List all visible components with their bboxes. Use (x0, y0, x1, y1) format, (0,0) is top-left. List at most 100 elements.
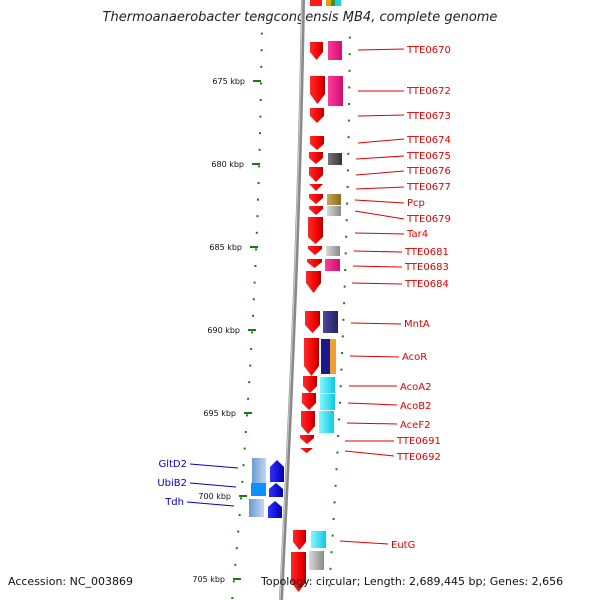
scale-dot (234, 563, 237, 566)
gene-label-eutg[interactable]: EutG (391, 540, 415, 551)
gene-arrow-tte0672[interactable] (310, 76, 325, 104)
scale-dot (257, 198, 259, 201)
track-dot (341, 335, 344, 338)
gene-arrow-tte0677[interactable] (309, 184, 323, 191)
gene-label-acob2[interactable]: AcoB2 (400, 401, 432, 412)
gene-arrow-tte0692[interactable] (300, 448, 313, 453)
gene-label-acoa2[interactable]: AcoA2 (400, 382, 431, 393)
gene-label-acor[interactable]: AcoR (402, 352, 427, 363)
gene-arrow-acef2[interactable] (301, 411, 315, 434)
gene-arrow-tdh[interactable] (268, 501, 282, 518)
scale-label-700: 700 kbp (198, 492, 231, 501)
cog-box-tte0675[interactable] (328, 153, 342, 165)
gene-label-ubib2[interactable]: UbiB2 (157, 478, 187, 489)
scale-dot (242, 464, 245, 467)
track-dot (337, 435, 340, 437)
track-dot (343, 302, 346, 305)
gene-arrow-tte0683[interactable] (307, 259, 322, 268)
gene-label-tte0681[interactable]: TTE0681 (404, 247, 449, 258)
scale-labels: 675 kbp 680 kbp 685 kbp 690 kbp 695 kbp … (192, 77, 245, 584)
gene-label-tte0691[interactable]: TTE0691 (396, 436, 441, 447)
scale-dot (246, 414, 248, 417)
scale-dot (243, 447, 246, 450)
cog-box-gltd2[interactable] (252, 458, 266, 483)
gene-arrow-mnta[interactable] (305, 311, 320, 333)
cog-box-acor-a[interactable] (321, 339, 330, 374)
cog-box-tte0670[interactable] (328, 41, 342, 60)
gene-label-tte0683[interactable]: TTE0683 (404, 262, 449, 273)
track-dot (342, 318, 345, 321)
cog-box-acob2[interactable] (320, 394, 335, 410)
gene-arrow-eutg[interactable] (293, 530, 306, 550)
gene-arrow-acor[interactable] (304, 338, 319, 376)
gene-arrow-tte0670[interactable] (310, 42, 323, 60)
scale-dot (252, 314, 254, 317)
gene-label-tte0670[interactable]: TTE0670 (406, 45, 451, 56)
track-dot (328, 584, 331, 587)
track-dot (346, 186, 349, 188)
scale-dot-track-left (231, 16, 263, 599)
scale-label-680: 680 kbp (211, 160, 244, 169)
scale-dot (240, 497, 242, 500)
gene-label-tar4[interactable]: Tar4 (406, 229, 428, 240)
gene-label-acef2[interactable]: AceF2 (400, 420, 430, 431)
cog-box-tte0683[interactable] (325, 259, 340, 271)
gene-arrow-tte0673[interactable] (310, 108, 324, 123)
gene-label-tdh[interactable]: Tdh (164, 497, 184, 508)
gene-arrow-acoa2[interactable] (303, 376, 317, 393)
gene-arrow-tte0679[interactable] (309, 206, 323, 215)
gene-arrow-tte0674[interactable] (310, 136, 324, 150)
gene-arrow-acob2[interactable] (302, 393, 316, 410)
gene-label-tte0676[interactable]: TTE0676 (406, 166, 451, 177)
gene-arrow-ubib2[interactable] (269, 483, 283, 497)
left-gene-labels: GltD2 UbiB2 Tdh (157, 459, 239, 508)
cog-box-eutg[interactable] (311, 531, 326, 548)
track-dot (348, 53, 351, 56)
gene-arrow-tte0681[interactable] (308, 246, 322, 255)
scale-dot (235, 547, 238, 550)
gene-arrow-pcp[interactable] (309, 194, 323, 204)
gene-arrow-tte0675[interactable] (309, 152, 323, 164)
gene-arrow-tar4[interactable] (308, 217, 323, 244)
gene-label-tte0675[interactable]: TTE0675 (406, 151, 451, 162)
gene-arrow-tte0684[interactable] (306, 271, 321, 293)
cog-box-tdh[interactable] (249, 499, 264, 517)
gene-label-tte0672[interactable]: TTE0672 (406, 86, 451, 97)
cog-box-bottom[interactable] (309, 551, 324, 570)
cog-box-tte0681[interactable] (326, 246, 340, 256)
gene-arrow-bottom[interactable] (291, 552, 306, 592)
gene-label-pcp[interactable]: Pcp (407, 198, 425, 209)
scale-label-675: 675 kbp (212, 77, 245, 86)
gene-arrow-tte0676[interactable] (309, 167, 323, 182)
gene-arrow-gltd2[interactable] (270, 460, 284, 482)
track-dot (348, 86, 351, 89)
reverse-gene-group (249, 458, 284, 518)
genome-backbone (279, 0, 305, 600)
scale-dot (255, 248, 258, 251)
cog-box-mnta[interactable] (323, 311, 338, 333)
forward-gene-arrows (291, 42, 325, 592)
gene-label-tte0692[interactable]: TTE0692 (396, 452, 441, 463)
cog-box-acor-b[interactable] (330, 339, 336, 374)
track-dot (336, 451, 339, 454)
track-dot (339, 385, 342, 388)
cog-box-tte0672[interactable] (328, 76, 343, 106)
cog-box-tte0679[interactable] (327, 206, 341, 216)
cog-box-acoa2[interactable] (320, 377, 335, 393)
track-dot (346, 202, 349, 205)
gene-label-tte0673[interactable]: TTE0673 (406, 111, 451, 122)
gene-label-tte0684[interactable]: TTE0684 (404, 279, 449, 290)
gene-label-tte0679[interactable]: TTE0679 (406, 214, 451, 225)
track-dot (345, 219, 348, 222)
scale-dot (260, 49, 263, 52)
gene-label-gltd2[interactable]: GltD2 (158, 459, 187, 470)
track-dot (335, 468, 338, 471)
gene-arrow-tte0691[interactable] (300, 435, 314, 444)
cog-box-acef2[interactable] (319, 411, 334, 433)
gene-label-tte0677[interactable]: TTE0677 (406, 182, 451, 193)
cog-box-ubib2[interactable] (251, 483, 266, 496)
scale-dot (244, 431, 247, 433)
cog-box-pcp[interactable] (327, 194, 341, 205)
gene-label-tte0674[interactable]: TTE0674 (406, 135, 451, 146)
gene-label-mnta[interactable]: MntA (404, 319, 430, 330)
